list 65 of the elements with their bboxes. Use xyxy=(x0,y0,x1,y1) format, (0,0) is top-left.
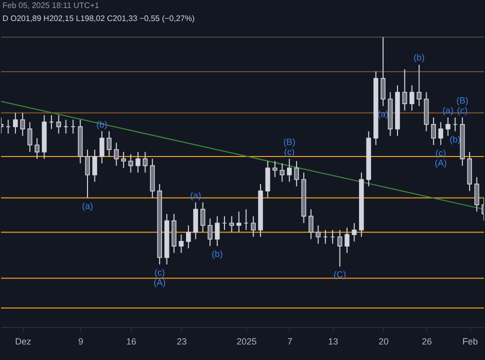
candlestick xyxy=(352,222,357,242)
candlestick xyxy=(121,151,126,168)
candlestick xyxy=(85,149,90,198)
x-tick-label: 23 xyxy=(176,336,187,346)
annotation: (c) xyxy=(284,146,295,157)
annotation: (b) xyxy=(414,52,425,63)
x-tick-label: 26 xyxy=(422,336,432,346)
candlestick xyxy=(272,160,278,178)
candlestick xyxy=(20,112,26,136)
annotation: (B) xyxy=(283,136,296,147)
annotation: (c) xyxy=(435,148,446,158)
candlestick xyxy=(402,68,408,112)
x-tick-label: 20 xyxy=(378,336,389,346)
annotation: (b) xyxy=(450,134,461,144)
candlestick xyxy=(27,122,32,152)
candlestick xyxy=(410,84,414,112)
candlestick xyxy=(114,142,119,166)
x-tick-label: Dez xyxy=(15,336,32,346)
annotation: (A) xyxy=(154,277,166,288)
candlestick xyxy=(416,64,422,106)
candlestick xyxy=(106,130,112,158)
chart-subtitle: D O201,89 H202,15 L198,02 C201,33 −0,55 (−0,27%) xyxy=(2,14,195,23)
candlestick xyxy=(178,234,184,254)
candlestick xyxy=(316,224,321,244)
candlestick xyxy=(34,138,40,160)
candlestick xyxy=(280,162,285,182)
annotation: (a) xyxy=(82,200,94,211)
candlestick xyxy=(446,116,450,136)
annotation: (B) xyxy=(456,95,468,106)
candlestick xyxy=(200,202,206,233)
candlestick xyxy=(294,160,299,187)
candlestick xyxy=(214,216,220,247)
candlestick xyxy=(136,151,140,174)
x-tick-label: Feb xyxy=(462,336,478,346)
candlestick xyxy=(193,202,198,240)
candlestick xyxy=(337,229,342,268)
x-tick-label: 13 xyxy=(328,336,338,346)
chart-title: Feb 05, 2025 18:11 UTC+1 xyxy=(2,1,100,10)
x-tick-label: 9 xyxy=(78,336,84,346)
candlestick xyxy=(186,224,191,249)
candlestick xyxy=(431,116,436,146)
candlestick xyxy=(229,216,234,233)
candlestick xyxy=(265,160,270,198)
candlestick xyxy=(13,112,18,134)
annotation: (C) xyxy=(334,270,346,280)
candlestick xyxy=(250,216,256,238)
candlestick xyxy=(438,122,444,146)
candlestick xyxy=(474,176,480,212)
candlestick xyxy=(92,149,98,182)
x-tick-label: 7 xyxy=(287,336,292,346)
annotation: (A) xyxy=(434,158,447,168)
candlestick xyxy=(380,36,386,106)
candlestick xyxy=(286,158,292,182)
x-tick-label: 2025 xyxy=(236,336,257,346)
candlestick xyxy=(344,227,350,254)
annotation: (c) xyxy=(154,267,165,278)
candlestick xyxy=(56,114,62,134)
candlestick xyxy=(128,154,134,174)
candlestick xyxy=(142,151,148,174)
x-tick-label: 16 xyxy=(126,336,136,346)
candlestick xyxy=(100,130,104,164)
candlestick xyxy=(308,208,314,240)
candlestick xyxy=(208,218,212,247)
candlestick xyxy=(236,211,242,233)
annotation: (b) xyxy=(212,249,223,260)
